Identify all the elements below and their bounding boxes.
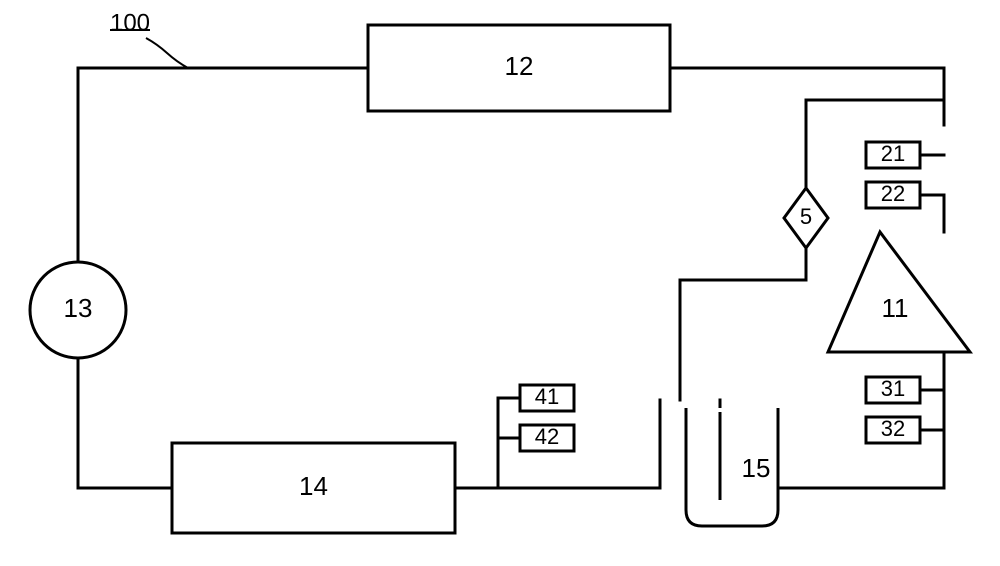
figure-ref-label: 100 — [110, 9, 150, 36]
wire-diamond_down — [680, 248, 806, 400]
block-15-label: 15 — [742, 453, 771, 483]
block-42-label: 42 — [535, 424, 559, 449]
block-22-label: 22 — [881, 181, 905, 206]
block-5-label: 5 — [800, 204, 812, 229]
block-11-label: 11 — [882, 293, 909, 323]
block-41-label: 41 — [535, 384, 559, 409]
wires — [78, 68, 944, 488]
block-13-label: 13 — [64, 293, 93, 323]
block-14-label: 14 — [299, 471, 328, 501]
figure-ref-leader — [146, 38, 188, 68]
block-12-label: 12 — [505, 51, 534, 81]
block-31-label: 31 — [881, 376, 905, 401]
wire-top_bus — [78, 68, 368, 282]
wire-tri_to_stub3 — [920, 352, 944, 390]
wire-left_bottom — [78, 338, 172, 488]
block-32-label: 32 — [881, 416, 905, 441]
block-21-label: 21 — [881, 141, 905, 166]
